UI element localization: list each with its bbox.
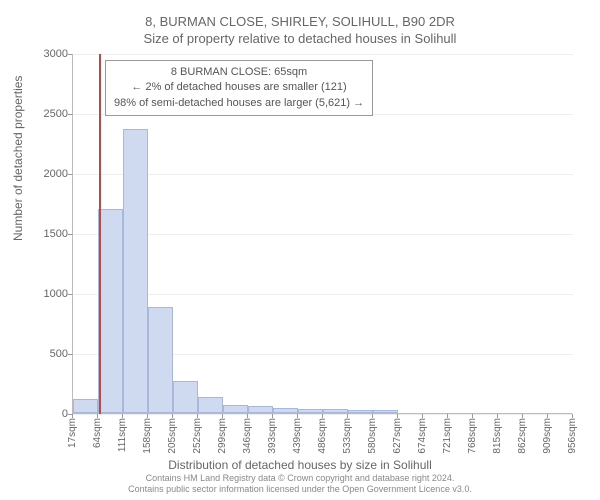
histogram-bar [173, 381, 198, 413]
histogram-bar [123, 129, 148, 413]
histogram-bar [348, 410, 373, 413]
ytick-label: 2500 [8, 108, 68, 120]
histogram-bar [223, 405, 248, 413]
x-axis-label: Distribution of detached houses by size … [0, 458, 600, 472]
ytick-label: 2000 [8, 168, 68, 180]
ytick-label: 500 [8, 348, 68, 360]
info-line-3: 98% of semi-detached houses are larger (… [114, 96, 364, 111]
histogram-bar [298, 409, 323, 413]
chart-container: 8, BURMAN CLOSE, SHIRLEY, SOLIHULL, B90 … [0, 0, 600, 500]
ytick-mark [68, 114, 72, 115]
gridline [73, 234, 573, 235]
ytick-label: 0 [8, 408, 68, 420]
ytick-label: 1000 [8, 288, 68, 300]
histogram-bar [273, 408, 298, 413]
gridline [73, 294, 573, 295]
y-axis-label: Number of detached properties [11, 76, 25, 241]
histogram-bar [148, 307, 173, 413]
footer-line-2: Contains public sector information licen… [0, 484, 600, 496]
histogram-bar [73, 399, 98, 413]
plot-area: 8 BURMAN CLOSE: 65sqm ← 2% of detached h… [72, 54, 572, 414]
gridline [73, 54, 573, 55]
ytick-mark [68, 174, 72, 175]
footer-line-1: Contains HM Land Registry data © Crown c… [0, 473, 600, 485]
marker-line [99, 54, 101, 414]
histogram-bar [98, 209, 123, 413]
ytick-label: 3000 [8, 48, 68, 60]
ytick-mark [68, 54, 72, 55]
info-box: 8 BURMAN CLOSE: 65sqm ← 2% of detached h… [105, 60, 373, 116]
chart-title-sub: Size of property relative to detached ho… [0, 29, 600, 46]
gridline [73, 414, 573, 415]
ytick-label: 1500 [8, 228, 68, 240]
histogram-bar [373, 410, 398, 413]
histogram-bar [323, 409, 348, 413]
ytick-mark [68, 294, 72, 295]
ytick-mark [68, 354, 72, 355]
gridline [73, 174, 573, 175]
ytick-mark [68, 234, 72, 235]
footer: Contains HM Land Registry data © Crown c… [0, 473, 600, 496]
histogram-bar [198, 397, 223, 413]
info-line-2: ← 2% of detached houses are smaller (121… [114, 80, 364, 95]
info-line-1: 8 BURMAN CLOSE: 65sqm [114, 65, 364, 80]
chart-title-main: 8, BURMAN CLOSE, SHIRLEY, SOLIHULL, B90 … [0, 0, 600, 29]
histogram-bar [248, 406, 273, 413]
